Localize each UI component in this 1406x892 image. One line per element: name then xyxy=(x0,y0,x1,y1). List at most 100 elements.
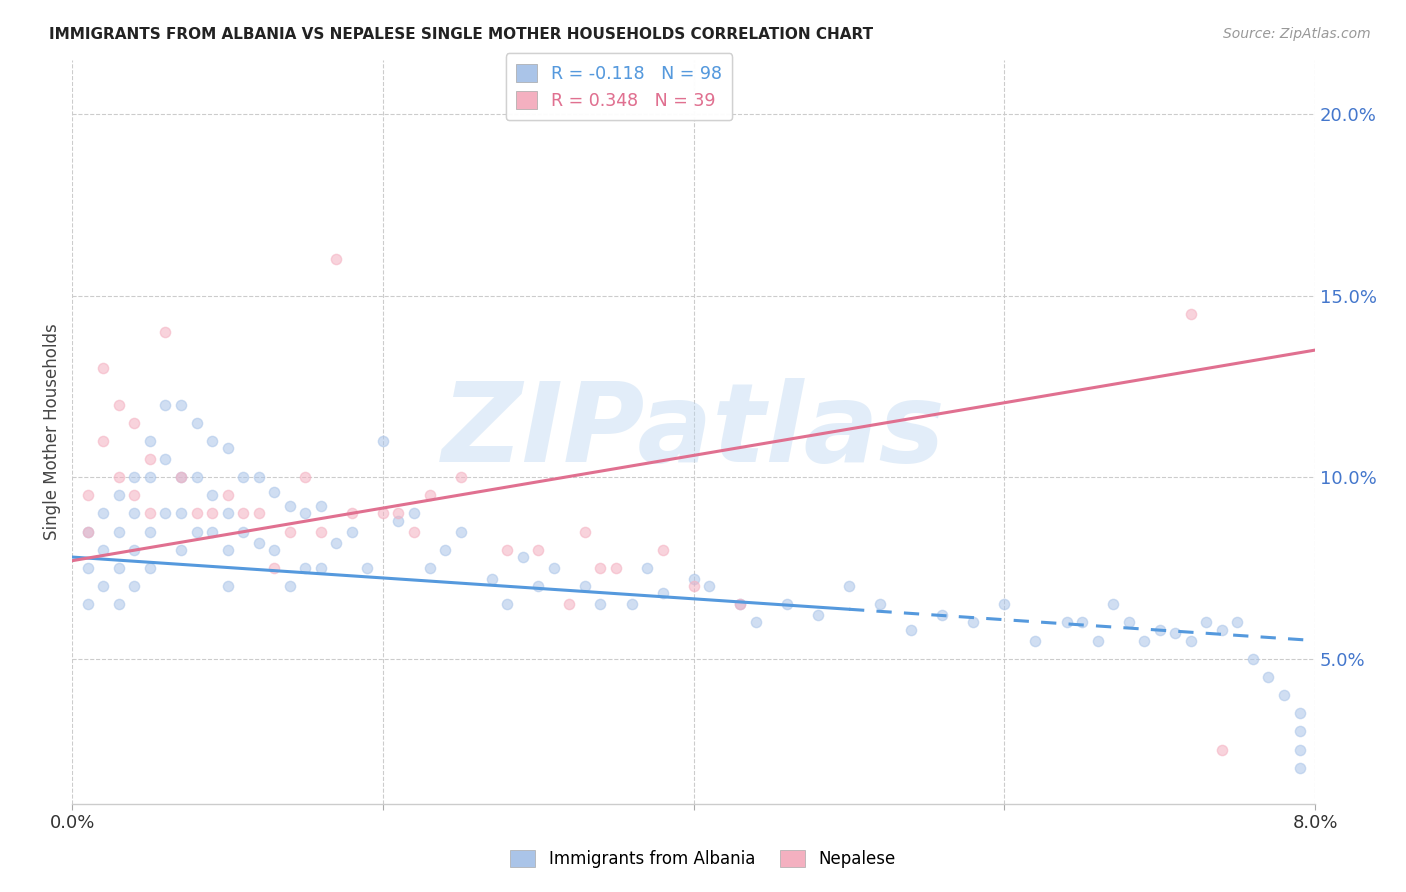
Point xyxy=(1133,633,1156,648)
Point xyxy=(139,524,162,539)
Point xyxy=(387,514,409,528)
Legend: R = -0.118   N = 98, R = 0.348   N = 39: R = -0.118 N = 98, R = 0.348 N = 39 xyxy=(506,54,733,120)
Point xyxy=(1272,688,1295,702)
Point xyxy=(124,488,146,502)
Point xyxy=(869,597,891,611)
Point xyxy=(108,488,131,502)
Point xyxy=(278,524,301,539)
Point xyxy=(481,572,503,586)
Point xyxy=(620,597,643,611)
Point xyxy=(1087,633,1109,648)
Point xyxy=(201,434,224,448)
Point xyxy=(76,524,98,539)
Point xyxy=(201,488,224,502)
Point xyxy=(139,507,162,521)
Point xyxy=(91,361,114,376)
Point xyxy=(325,252,347,267)
Point xyxy=(76,561,98,575)
Text: Source: ZipAtlas.com: Source: ZipAtlas.com xyxy=(1223,27,1371,41)
Point xyxy=(309,500,332,514)
Point xyxy=(217,441,239,455)
Point xyxy=(294,561,316,575)
Point xyxy=(139,470,162,484)
Text: IMMIGRANTS FROM ALBANIA VS NEPALESE SINGLE MOTHER HOUSEHOLDS CORRELATION CHART: IMMIGRANTS FROM ALBANIA VS NEPALESE SING… xyxy=(49,27,873,42)
Point xyxy=(186,507,208,521)
Point xyxy=(402,507,425,521)
Point xyxy=(1226,615,1249,630)
Point xyxy=(1180,307,1202,321)
Point xyxy=(108,597,131,611)
Point xyxy=(993,597,1015,611)
Point xyxy=(574,579,596,593)
Point xyxy=(278,579,301,593)
Point xyxy=(232,470,254,484)
Point xyxy=(217,488,239,502)
Point xyxy=(900,623,922,637)
Point xyxy=(450,470,472,484)
Text: ZIPatlas: ZIPatlas xyxy=(441,378,945,485)
Point xyxy=(651,586,673,600)
Point xyxy=(201,524,224,539)
Point xyxy=(697,579,720,593)
Point xyxy=(402,524,425,539)
Point xyxy=(294,470,316,484)
Point xyxy=(419,488,441,502)
Point xyxy=(76,488,98,502)
Point xyxy=(371,507,394,521)
Point xyxy=(170,470,193,484)
Point xyxy=(170,398,193,412)
Point xyxy=(356,561,378,575)
Point xyxy=(558,597,581,611)
Point xyxy=(309,524,332,539)
Point xyxy=(1195,615,1218,630)
Point xyxy=(170,507,193,521)
Point xyxy=(232,524,254,539)
Point xyxy=(1102,597,1125,611)
Point xyxy=(1288,724,1310,739)
Point xyxy=(340,507,363,521)
Point xyxy=(124,507,146,521)
Point xyxy=(124,470,146,484)
Point xyxy=(340,524,363,539)
Point xyxy=(108,398,131,412)
Point xyxy=(91,542,114,557)
Point xyxy=(1211,623,1233,637)
Point xyxy=(1071,615,1094,630)
Point xyxy=(294,507,316,521)
Point xyxy=(155,452,177,467)
Point xyxy=(1288,742,1310,756)
Point xyxy=(124,542,146,557)
Point xyxy=(1241,651,1264,665)
Point xyxy=(1164,626,1187,640)
Point xyxy=(91,507,114,521)
Point xyxy=(1180,633,1202,648)
Point xyxy=(1288,761,1310,775)
Point xyxy=(91,434,114,448)
Point xyxy=(139,452,162,467)
Point xyxy=(931,608,953,623)
Point xyxy=(217,507,239,521)
Point xyxy=(76,597,98,611)
Point xyxy=(651,542,673,557)
Point xyxy=(807,608,830,623)
Point xyxy=(1149,623,1171,637)
Point xyxy=(309,561,332,575)
Point xyxy=(201,507,224,521)
Point xyxy=(636,561,658,575)
Point xyxy=(589,597,612,611)
Point xyxy=(186,416,208,430)
Point xyxy=(512,550,534,565)
Point xyxy=(962,615,984,630)
Point xyxy=(387,507,409,521)
Point xyxy=(1288,706,1310,721)
Point xyxy=(527,542,550,557)
Y-axis label: Single Mother Households: Single Mother Households xyxy=(44,324,60,541)
Point xyxy=(108,561,131,575)
Point xyxy=(124,416,146,430)
Legend: Immigrants from Albania, Nepalese: Immigrants from Albania, Nepalese xyxy=(503,843,903,875)
Point xyxy=(1024,633,1046,648)
Point xyxy=(605,561,627,575)
Point xyxy=(247,507,270,521)
Point xyxy=(776,597,799,611)
Point xyxy=(139,561,162,575)
